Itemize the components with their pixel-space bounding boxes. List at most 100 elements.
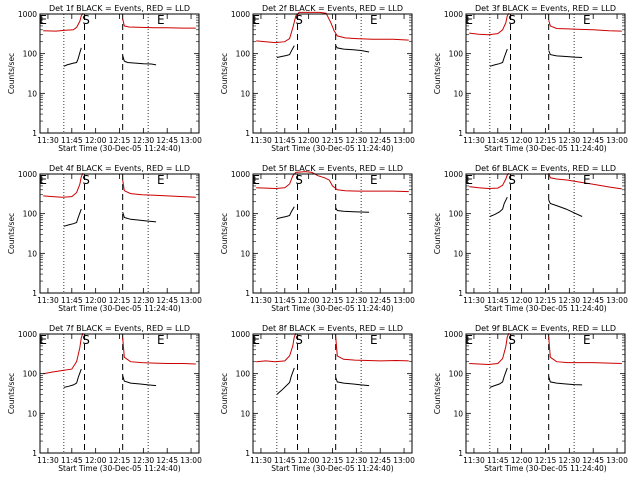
marker-e: E bbox=[583, 173, 591, 187]
lld-series-line bbox=[469, 332, 510, 366]
marker-e: E bbox=[157, 13, 165, 27]
y-tick-label: 1 bbox=[458, 129, 463, 138]
marker-s: S bbox=[295, 333, 303, 347]
plot-frame bbox=[39, 13, 200, 134]
x-tick-label: 12:30 bbox=[133, 136, 155, 145]
x-axis-label: Start Time (30-Dec-05 11:24:40) bbox=[484, 144, 606, 153]
events-series-line bbox=[122, 375, 157, 387]
plot-frame bbox=[465, 173, 626, 294]
y-tick-label: 1000 bbox=[444, 170, 463, 179]
panel-title: Det 8f BLACK = Events, RED = LLD bbox=[262, 324, 403, 333]
panel-title: Det 4f BLACK = Events, RED = LLD bbox=[49, 164, 190, 173]
x-axis-label: Start Time (30-Dec-05 11:24:40) bbox=[58, 464, 180, 473]
y-axis-label: Counts/sec bbox=[220, 213, 229, 254]
plot-frame bbox=[252, 333, 413, 454]
y-tick-label: 10 bbox=[453, 409, 463, 418]
events-series-line bbox=[548, 50, 583, 58]
plot-frame bbox=[39, 333, 200, 454]
x-tick-label: 12:45 bbox=[582, 456, 604, 465]
y-tick-label: 100 bbox=[236, 50, 251, 59]
panel-title: Det 6f BLACK = Events, RED = LLD bbox=[475, 164, 616, 173]
x-tick-label: 12:30 bbox=[559, 136, 581, 145]
panel-4: Det 4f BLACK = Events, RED = LLD 1 10 100 10… bbox=[7, 164, 202, 313]
marker-e: E bbox=[252, 333, 260, 347]
panel-5: Det 5f BLACK = Events, RED = LLD 1 10 100 10… bbox=[220, 164, 415, 313]
panel-9: Det 9f BLACK = Events, RED = LLD 1 10 100 10… bbox=[433, 324, 628, 473]
y-tick-label: 1000 bbox=[18, 330, 37, 339]
lld-series-line bbox=[43, 12, 84, 32]
y-tick-label: 1 bbox=[32, 129, 37, 138]
panel-3: Det 3f BLACK = Events, RED = LLD 1 10 100 10… bbox=[433, 4, 628, 153]
events-series-line bbox=[63, 368, 82, 388]
x-tick-label: 13:00 bbox=[393, 136, 415, 145]
events-series-line bbox=[489, 48, 508, 67]
lld-series-line bbox=[548, 336, 622, 364]
x-tick-label: 12:30 bbox=[346, 456, 368, 465]
x-tick-label: 11:30 bbox=[250, 296, 272, 305]
events-series-line bbox=[335, 377, 370, 387]
y-axis-label: Counts/sec bbox=[433, 213, 442, 254]
x-tick-label: 12:15 bbox=[322, 136, 344, 145]
x-tick-label: 11:45 bbox=[487, 296, 509, 305]
marker-e: E bbox=[465, 13, 473, 27]
x-tick-label: 12:15 bbox=[322, 456, 344, 465]
marker-e: E bbox=[39, 333, 47, 347]
x-tick-label: 11:45 bbox=[274, 296, 296, 305]
marker-e: E bbox=[465, 173, 473, 187]
events-series-line bbox=[276, 206, 295, 220]
y-tick-label: 1000 bbox=[18, 170, 37, 179]
plot-frame bbox=[39, 173, 200, 294]
lld-series-line bbox=[43, 333, 84, 375]
y-tick-label: 10 bbox=[240, 409, 250, 418]
x-tick-label: 13:00 bbox=[393, 296, 415, 305]
x-tick-label: 12:00 bbox=[298, 136, 320, 145]
panel-title: Det 7f BLACK = Events, RED = LLD bbox=[49, 324, 190, 333]
x-tick-label: 11:30 bbox=[37, 136, 59, 145]
y-tick-label: 1 bbox=[245, 289, 250, 298]
marker-e: E bbox=[252, 173, 260, 187]
marker-e: E bbox=[465, 333, 473, 347]
y-axis-label: Counts/sec bbox=[7, 53, 16, 94]
events-series-line bbox=[335, 45, 370, 53]
x-tick-label: 11:45 bbox=[61, 296, 83, 305]
y-tick-label: 100 bbox=[23, 370, 38, 379]
marker-s: S bbox=[508, 333, 516, 347]
marker-s: S bbox=[508, 173, 516, 187]
plot-frame bbox=[252, 13, 413, 134]
panel-title: Det 9f BLACK = Events, RED = LLD bbox=[475, 324, 616, 333]
marker-e: E bbox=[157, 333, 165, 347]
y-tick-label: 1 bbox=[32, 289, 37, 298]
marker-e: E bbox=[370, 13, 378, 27]
y-tick-label: 10 bbox=[453, 89, 463, 98]
x-tick-label: 12:00 bbox=[511, 456, 533, 465]
y-tick-label: 1000 bbox=[444, 10, 463, 19]
x-tick-label: 11:45 bbox=[274, 456, 296, 465]
marker-e: E bbox=[157, 173, 165, 187]
x-tick-label: 11:30 bbox=[250, 456, 272, 465]
x-axis-label: Start Time (30-Dec-05 11:24:40) bbox=[58, 144, 180, 153]
lld-series-line bbox=[122, 337, 196, 365]
lld-series-line bbox=[469, 172, 510, 190]
x-tick-label: 11:45 bbox=[487, 456, 509, 465]
x-tick-label: 12:15 bbox=[535, 296, 557, 305]
x-tick-label: 12:30 bbox=[133, 296, 155, 305]
lld-series-line bbox=[256, 171, 409, 193]
x-tick-label: 11:30 bbox=[463, 456, 485, 465]
x-tick-label: 12:30 bbox=[133, 456, 155, 465]
y-axis-label: Counts/sec bbox=[433, 373, 442, 414]
marker-s: S bbox=[82, 13, 90, 27]
marker-s: S bbox=[82, 333, 90, 347]
panel-title: Det 5f BLACK = Events, RED = LLD bbox=[262, 164, 403, 173]
events-series-line bbox=[276, 367, 295, 395]
x-axis-label: Start Time (30-Dec-05 11:24:40) bbox=[271, 304, 393, 313]
y-tick-label: 1000 bbox=[231, 170, 250, 179]
x-tick-label: 11:30 bbox=[37, 296, 59, 305]
panel-6: Det 6f BLACK = Events, RED = LLD 1 10 100 10… bbox=[433, 164, 628, 313]
lld-series-line bbox=[256, 332, 297, 363]
x-tick-label: 13:00 bbox=[606, 136, 628, 145]
plot-frame bbox=[465, 333, 626, 454]
x-tick-label: 11:30 bbox=[250, 136, 272, 145]
x-tick-label: 12:30 bbox=[346, 136, 368, 145]
marker-s: S bbox=[295, 13, 303, 27]
